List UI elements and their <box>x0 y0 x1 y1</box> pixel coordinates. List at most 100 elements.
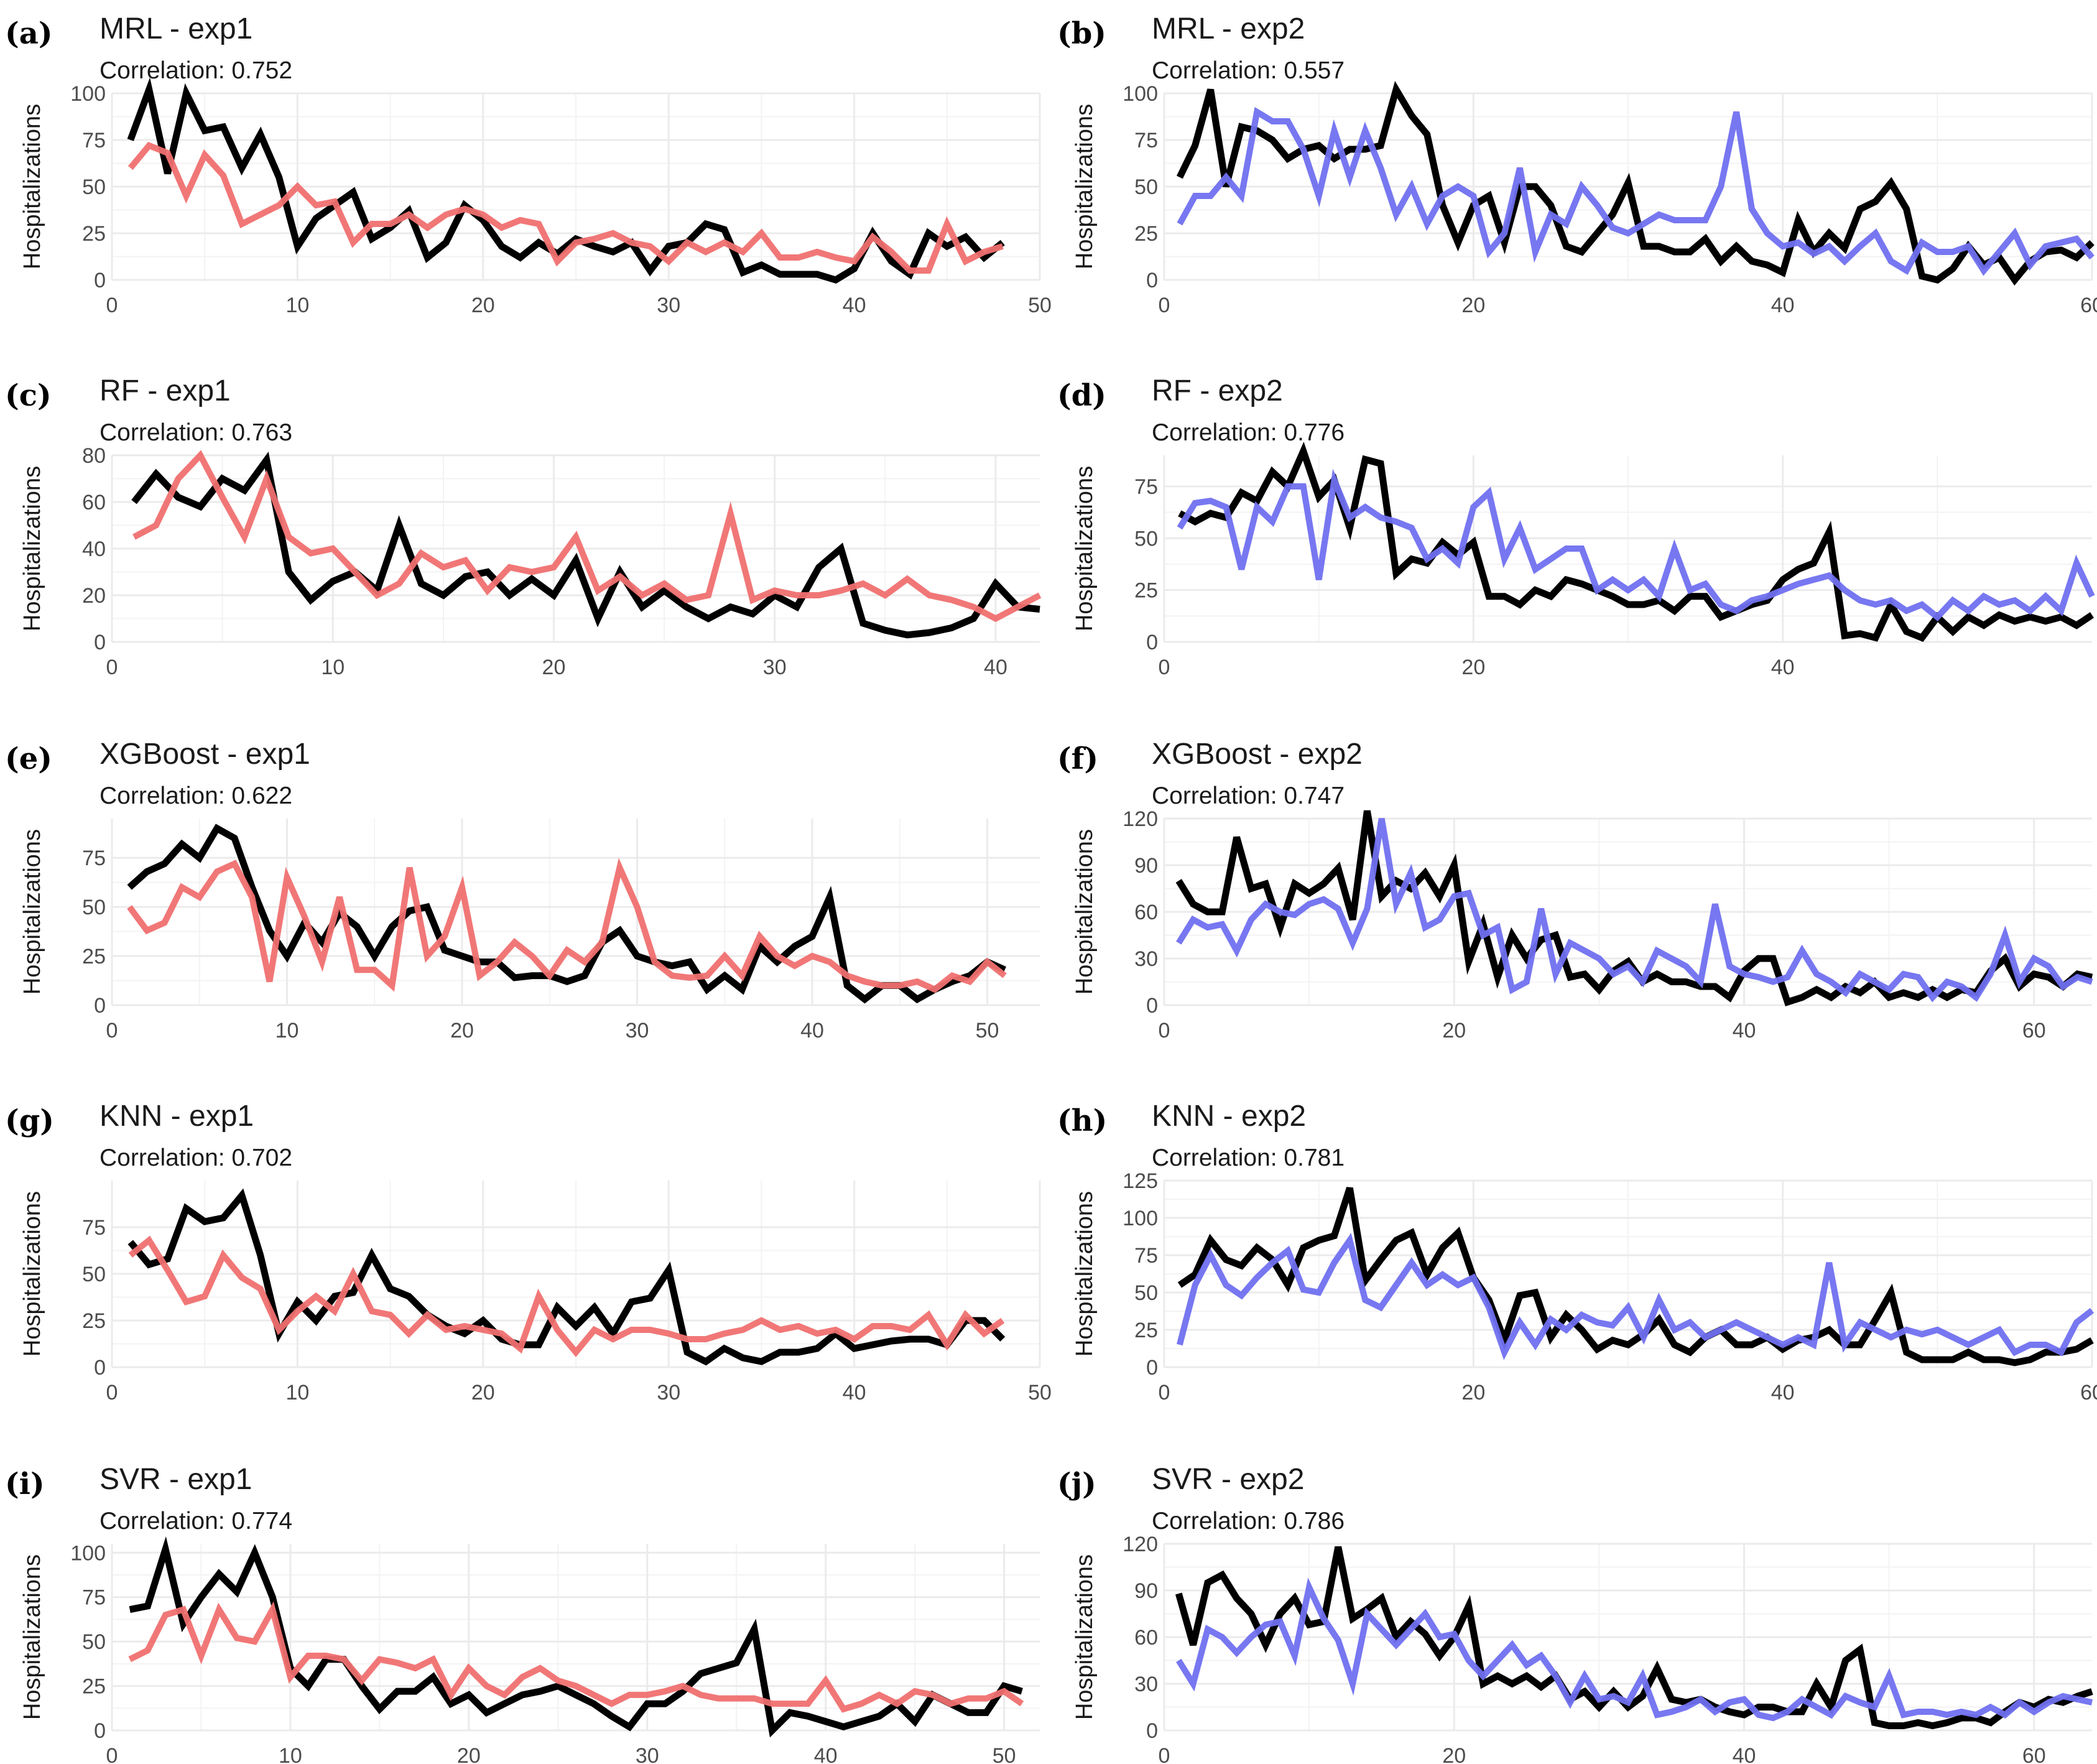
panel-label: (b) <box>1057 16 1106 51</box>
y-tick-label: 30 <box>1134 1673 1158 1696</box>
x-tick-label: 40 <box>843 1381 866 1404</box>
y-tick-label: 50 <box>82 896 106 919</box>
series-line-actual <box>131 452 1040 639</box>
y-tick-label: 100 <box>1123 1207 1158 1230</box>
chart-title: KNN - exp2 <box>1152 1100 1306 1133</box>
y-tick-label: 125 <box>1123 1169 1158 1193</box>
x-tick-label: 30 <box>657 294 680 317</box>
y-tick-label: 0 <box>1146 269 1158 292</box>
y-tick-label: 60 <box>1134 1626 1158 1650</box>
y-tick-label: 0 <box>94 631 106 654</box>
y-tick-label: 50 <box>82 1263 106 1286</box>
y-tick-label: 75 <box>1134 475 1158 499</box>
series-line-predicted <box>1177 106 2095 276</box>
series-line-predicted <box>1177 468 2095 621</box>
y-tick-label: 30 <box>1134 947 1158 971</box>
y-tick-label: 50 <box>1134 527 1158 550</box>
chart-title: KNN - exp1 <box>100 1100 254 1133</box>
x-tick-label: 20 <box>542 656 566 679</box>
panel-i: 0 10 20 30 40 50 0 25 50 75 100 Hospitalizations (i)… <box>5 1463 1040 1764</box>
panel-f: 0 20 40 60 0 30 60 90 120 Hospitalizations (f) XGBo… <box>1057 738 2093 1042</box>
chart-subtitle: Correlation: 0.702 <box>100 1144 292 1171</box>
chart-title: SVR - exp2 <box>1152 1463 1304 1496</box>
chart-subtitle: Correlation: 0.781 <box>1152 1144 1345 1171</box>
panel-label: (c) <box>5 378 52 413</box>
y-tick-label: 0 <box>94 1356 106 1380</box>
panel-label: (j) <box>1057 1467 1096 1502</box>
y-axis-label: Hospitalizations <box>1072 829 1098 995</box>
y-tick-label: 50 <box>82 1630 106 1654</box>
panel-e: 0 10 20 30 40 50 0 25 50 75 Hospitalizations (e) XGB… <box>5 738 1040 1042</box>
y-tick-label: 75 <box>82 847 106 870</box>
chart-subtitle: Correlation: 0.747 <box>1152 782 1345 809</box>
panel-c: 0 10 20 30 40 0 20 40 60 80 Hospitalizations (c) RF … <box>5 374 1042 679</box>
y-axis-label: Hospitalizations <box>19 1554 45 1720</box>
panel-label: (h) <box>1057 1103 1107 1138</box>
panel-label: (d) <box>1057 378 1106 413</box>
x-tick-label: 50 <box>976 1019 999 1042</box>
x-tick-label: 30 <box>626 1019 649 1042</box>
panel-b: 0 20 40 60 0 25 50 75 100 Hospitalizations (b) MRL … <box>1057 12 2097 317</box>
x-tick-label: 0 <box>106 1019 118 1042</box>
panel-g: 0 10 20 30 40 50 0 25 50 75 Hospitalizations (g) KNN… <box>5 1100 1052 1404</box>
y-axis-label: Hospitalizations <box>1072 104 1098 269</box>
x-tick-label: 60 <box>2022 1744 2046 1764</box>
x-tick-label: 20 <box>1461 656 1485 679</box>
x-tick-label: 0 <box>106 294 118 317</box>
series-line-predicted <box>1177 1233 2095 1360</box>
y-axis-label: Hospitalizations <box>19 466 45 631</box>
series-line-actual <box>1178 442 2095 642</box>
x-tick-label: 40 <box>1771 294 1795 317</box>
y-tick-label: 0 <box>1146 631 1158 654</box>
series-line-actual <box>127 77 1005 284</box>
series-line-actual <box>1175 1546 2093 1730</box>
x-tick-label: 60 <box>2022 1019 2046 1042</box>
chart-subtitle: Correlation: 0.763 <box>100 419 292 446</box>
x-tick-label: 60 <box>2080 294 2097 317</box>
x-tick-label: 0 <box>1159 1381 1170 1404</box>
series-line-actual <box>129 1536 1023 1738</box>
y-tick-label: 0 <box>1146 1719 1158 1743</box>
chart-subtitle: Correlation: 0.622 <box>100 782 292 809</box>
chart-title: SVR - exp1 <box>100 1463 252 1496</box>
y-tick-label: 100 <box>70 82 106 106</box>
x-tick-label: 40 <box>984 656 1007 679</box>
y-tick-label: 60 <box>1134 901 1158 924</box>
x-tick-label: 30 <box>636 1744 659 1764</box>
y-tick-label: 90 <box>1134 1579 1158 1603</box>
x-tick-label: 20 <box>450 1019 474 1042</box>
chart-subtitle: Correlation: 0.557 <box>1152 57 1345 84</box>
chart-title: MRL - exp1 <box>100 12 252 45</box>
x-tick-label: 50 <box>1028 1381 1052 1404</box>
x-tick-label: 40 <box>1733 1744 1756 1764</box>
chart-title: RF - exp2 <box>1152 374 1283 407</box>
series-line-predicted <box>127 858 1007 993</box>
y-tick-label: 120 <box>1123 807 1158 831</box>
x-tick-label: 50 <box>993 1744 1016 1764</box>
x-tick-label: 0 <box>1159 294 1170 317</box>
panel-label: (i) <box>5 1467 45 1502</box>
series-line-actual <box>1176 81 2095 286</box>
x-tick-label: 40 <box>814 1744 838 1764</box>
series-line-predicted <box>128 1601 1024 1713</box>
x-tick-label: 40 <box>1771 1381 1795 1404</box>
y-axis-label: Hospitalizations <box>19 104 45 269</box>
series-line-predicted <box>127 141 1004 274</box>
x-tick-label: 0 <box>1159 1744 1170 1764</box>
y-tick-label: 100 <box>70 1541 106 1565</box>
y-tick-label: 80 <box>82 444 106 468</box>
y-tick-label: 25 <box>1134 222 1158 246</box>
y-tick-label: 90 <box>1134 854 1158 878</box>
series-line-actual <box>127 824 1006 1004</box>
chart-title: RF - exp1 <box>100 374 231 407</box>
x-tick-label: 40 <box>1733 1019 1756 1042</box>
panel-label: (a) <box>5 16 53 51</box>
series-line-predicted <box>132 450 1042 623</box>
x-tick-label: 0 <box>1159 1019 1170 1042</box>
chart-title: MRL - exp2 <box>1152 12 1305 45</box>
chart-subtitle: Correlation: 0.776 <box>1152 419 1345 446</box>
series-line-actual <box>1177 1187 2094 1367</box>
panel-label: (e) <box>5 741 52 776</box>
x-tick-label: 20 <box>1461 294 1485 317</box>
